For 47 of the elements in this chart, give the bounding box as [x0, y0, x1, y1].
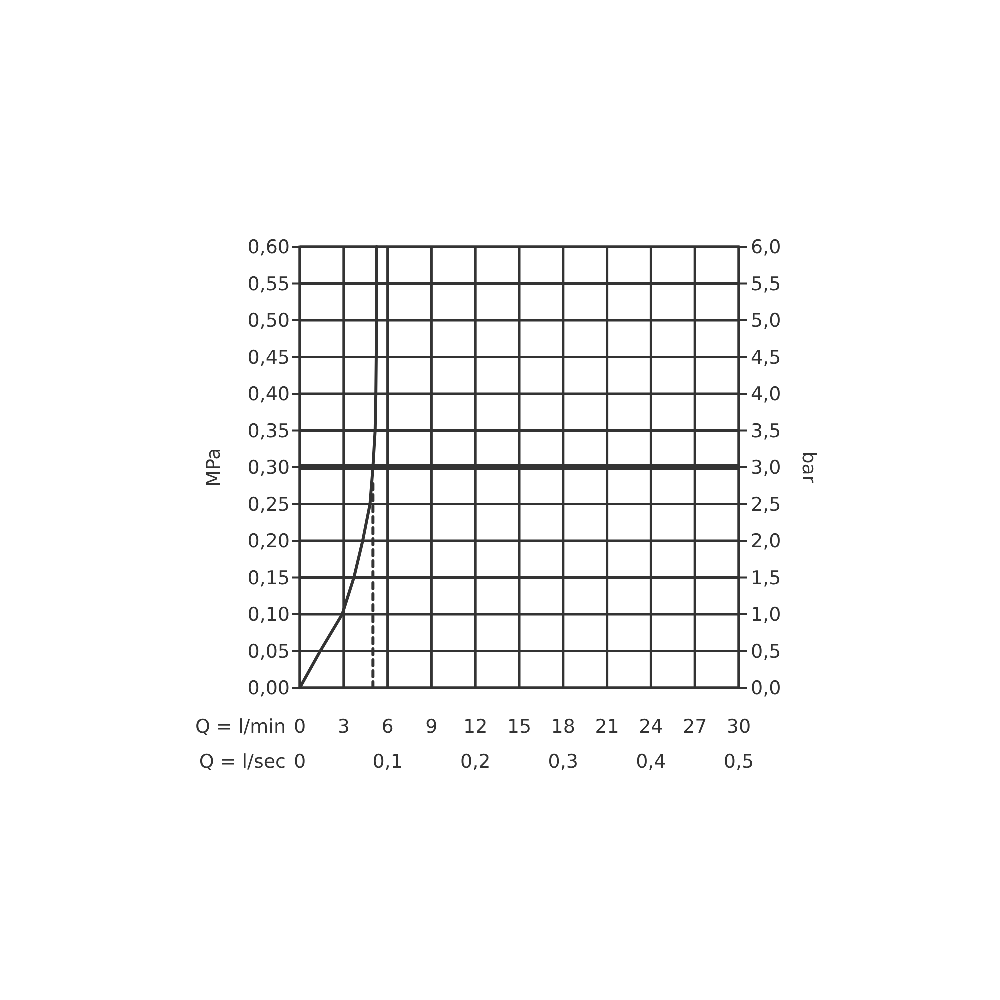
x-tick-label: 30 — [726, 716, 752, 738]
x-tick-label: 27 — [683, 716, 708, 738]
y2-tick-label: 0,0 — [751, 678, 782, 700]
y-axis-title: MPa — [203, 448, 225, 487]
y2-tick-label: 4,0 — [751, 384, 782, 406]
x-axis-title: Q = l/min — [196, 716, 286, 738]
y-tick-label: 0,30 — [248, 457, 290, 480]
y2-tick-label: 3,5 — [751, 420, 782, 442]
x2-tick-label: 0,2 — [460, 751, 491, 773]
y-tick-label: 0,00 — [248, 678, 290, 700]
x-tick-label: 9 — [426, 716, 438, 738]
y-tick-label: 0,60 — [248, 236, 290, 259]
y2-tick-label: 5,5 — [751, 273, 782, 296]
y-tick-label: 0,40 — [248, 384, 290, 406]
x2-axis-title: Q = l/sec — [199, 751, 286, 773]
x-tick-label: 18 — [551, 716, 576, 738]
x2-tick-label: 0,4 — [636, 751, 666, 773]
y-tick-label: 0,35 — [248, 420, 290, 442]
y2-tick-label: 3,0 — [751, 457, 782, 480]
y-tick-label: 0,15 — [248, 567, 290, 590]
y-tick-label: 0,10 — [248, 604, 290, 626]
y2-tick-label: 1,0 — [751, 604, 782, 626]
y2-tick-label: 6,0 — [751, 236, 782, 259]
y2-tick-label: 4,5 — [751, 346, 782, 369]
x-tick-label: 21 — [595, 716, 620, 738]
y-tick-label: 0,45 — [248, 346, 290, 369]
y-tick-label: 0,25 — [248, 494, 290, 516]
y2-axis-title: bar — [798, 452, 820, 484]
x-tick-label: 15 — [507, 716, 532, 738]
y-tick-label: 0,20 — [248, 530, 290, 553]
x2-tick-label: 0,3 — [548, 751, 579, 773]
x-tick-label: 24 — [639, 716, 664, 738]
x-tick-label: 0 — [294, 716, 306, 738]
y2-tick-label: 0,5 — [751, 640, 782, 663]
x2-tick-label: 0,1 — [372, 751, 403, 773]
y-tick-label: 0,05 — [248, 640, 290, 663]
y2-tick-label: 2,0 — [751, 530, 782, 553]
y2-tick-label: 1,5 — [751, 567, 782, 590]
x2-tick-label: 0 — [294, 751, 306, 773]
y2-tick-label: 2,5 — [751, 494, 782, 516]
y-tick-label: 0,50 — [248, 310, 290, 332]
x2-tick-label: 0,5 — [724, 751, 754, 773]
y2-tick-label: 5,0 — [751, 310, 782, 332]
y-tick-label: 0,55 — [248, 273, 290, 296]
x-tick-label: 3 — [338, 716, 350, 738]
x-tick-label: 6 — [382, 716, 394, 738]
x-tick-label: 12 — [464, 716, 488, 738]
